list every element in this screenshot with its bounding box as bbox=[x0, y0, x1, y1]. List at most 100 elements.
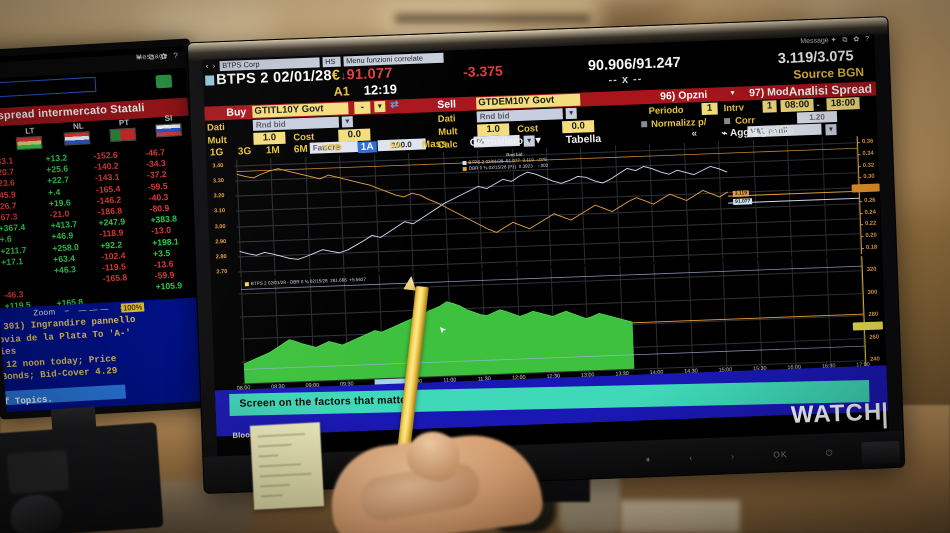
desk-papers bbox=[620, 500, 740, 533]
main-monitor: ‹ › BTPS Corp HS Menu funzioni correlate… bbox=[187, 17, 905, 493]
spread-axis-highlight-chip bbox=[852, 321, 884, 331]
opzioni-menu[interactable]: 96) Opzni bbox=[659, 88, 708, 103]
message-label[interactable]: Message bbox=[800, 37, 829, 46]
mod-menu[interactable]: 97) Mod bbox=[748, 85, 789, 100]
last-value-label-orange: 3.119 bbox=[732, 190, 750, 197]
price-change: -3.375 bbox=[462, 62, 504, 80]
right-dati-label: Dati bbox=[437, 112, 456, 124]
yield-spread: 3.119/3.075 bbox=[777, 48, 854, 68]
period-1m[interactable]: 1M bbox=[265, 144, 281, 157]
monitor-button[interactable]: OK bbox=[773, 449, 788, 460]
spread-cell: +.6 bbox=[0, 233, 13, 245]
col-header-si: SI bbox=[164, 113, 173, 123]
left-dati-dropdown-icon[interactable]: ▾ bbox=[341, 116, 354, 128]
spread-chart-pane[interactable]: 320 300 280 260 240 BTPS 2 02/01/28 - DBR 0 ⅜… bbox=[210, 255, 887, 391]
swap-icon[interactable]: ⇄ bbox=[390, 99, 399, 111]
frequency-select[interactable]: Giornaliero bbox=[469, 135, 524, 149]
collapse-chevron-icon[interactable]: « bbox=[691, 128, 698, 140]
terminal-message-area[interactable]: Message ✦ ⧉ ✿ ? bbox=[800, 35, 871, 47]
keyboard-numpad[interactable] bbox=[6, 449, 70, 495]
period-ytd[interactable]: YTD bbox=[321, 142, 343, 155]
note-line bbox=[259, 472, 312, 478]
last-price: 91.077 bbox=[346, 65, 393, 84]
security-color-chip bbox=[205, 75, 215, 86]
nav-back-forward-icon[interactable]: ‹ › bbox=[205, 61, 217, 71]
note-line bbox=[260, 494, 283, 498]
buy-dropdown-icon[interactable]: ▾ bbox=[374, 100, 386, 113]
ad-tagline: Screen on the factors that matter. bbox=[239, 393, 414, 410]
source-line: Source BGN bbox=[793, 64, 865, 82]
flag-lt-icon bbox=[15, 135, 43, 151]
period-mass[interactable]: Mass bbox=[421, 138, 447, 151]
quote-time: 12:19 bbox=[363, 81, 398, 98]
left-green-icon[interactable] bbox=[155, 74, 173, 89]
monitor-button[interactable]: ‹ bbox=[689, 452, 694, 463]
left-command-box[interactable] bbox=[0, 76, 97, 99]
time-range-dash: - bbox=[816, 98, 820, 110]
axis-highlight-chip bbox=[851, 183, 880, 193]
background-shelf bbox=[395, 14, 590, 23]
sell-label: Sell bbox=[437, 98, 457, 111]
spread-area-svg bbox=[241, 265, 865, 384]
news-highlight[interactable]: n of Topics. bbox=[0, 384, 127, 408]
normalizz-label: Normalizz p/ bbox=[650, 115, 707, 129]
note-line bbox=[257, 432, 306, 438]
news-text[interactable]: llo 301) Ingrandire pannello: Autovia de… bbox=[0, 308, 218, 386]
col-header-lt: LT bbox=[24, 126, 35, 136]
periodo-label: Periodo bbox=[648, 103, 684, 117]
price-chart-pane[interactable]: 3.40 3.30 3.20 3.10 3.00 2.90 2.80 2.70 0.36 0.34… bbox=[206, 135, 883, 279]
period-1g[interactable]: 1G bbox=[209, 147, 224, 159]
period-1a[interactable]: 1A bbox=[357, 141, 377, 153]
monitor-button[interactable]: › bbox=[731, 451, 736, 462]
bid-ask: 90.906/91.247 bbox=[587, 54, 681, 75]
note-line bbox=[258, 463, 301, 468]
corr-field[interactable]: 1.20 bbox=[796, 110, 838, 124]
legend-swatch bbox=[462, 166, 467, 171]
left-monitor: Message ✦ ⧉ ✿ ? e spread intermercato St… bbox=[0, 38, 219, 420]
periodo-field[interactable]: 1 bbox=[701, 102, 718, 116]
right-mult-label: Mult bbox=[438, 125, 458, 137]
sticky-note bbox=[249, 422, 325, 510]
corr-label: Corr bbox=[734, 114, 756, 126]
period-3g[interactable]: 3G bbox=[237, 145, 252, 158]
period-5a[interactable]: 5A bbox=[389, 140, 403, 152]
last-value-label-white: 91.077 bbox=[733, 198, 753, 205]
intrv-field[interactable]: 1 bbox=[762, 100, 777, 113]
buy-dash-field[interactable]: - bbox=[354, 101, 371, 115]
agg-grafico-button[interactable]: ⌁ Agg a grafico bbox=[721, 125, 795, 140]
col-header-pt: PT bbox=[118, 117, 130, 128]
bid-ask-sizes: -- x -- bbox=[608, 73, 643, 87]
flag-nl-icon bbox=[63, 131, 91, 146]
ticker-label: BTPS 2 02/01/28 bbox=[215, 67, 333, 89]
terminal-topbar-icons[interactable]: ✦ ⧉ ✿ ? bbox=[830, 35, 872, 45]
normalizz-checkbox[interactable] bbox=[641, 121, 648, 128]
price-series-svg bbox=[236, 147, 860, 260]
right-cost-label: Cost bbox=[517, 122, 539, 134]
left-dati-label: Dati bbox=[206, 120, 225, 133]
period-6m[interactable]: 6M bbox=[293, 143, 308, 156]
legend-header: Rnd bid bbox=[506, 151, 523, 158]
bloomberg-terminal-screen: ‹ › BTPS Corp HS Menu funzioni correlate… bbox=[202, 34, 889, 458]
right-dati-dropdown-icon[interactable]: ▾ bbox=[565, 107, 577, 120]
tabella-button[interactable]: Tabella bbox=[565, 132, 602, 147]
note-line bbox=[257, 443, 292, 448]
monitor-button[interactable]: ⏸ bbox=[645, 453, 652, 464]
monitor-hardware-buttons[interactable]: ⏸‹›OK⏻· bbox=[645, 444, 876, 467]
opzioni-dropdown-icon[interactable]: ▾ bbox=[730, 89, 735, 97]
left-mult-label: Mult bbox=[207, 133, 227, 146]
left-cost-label: Cost bbox=[293, 130, 315, 143]
market-input[interactable]: HS bbox=[321, 56, 341, 67]
corr-checkbox[interactable] bbox=[723, 118, 731, 125]
left-news-panel: Zoom − ——— + 100% llo 301) Ingrandire pa… bbox=[0, 295, 219, 420]
col-header-nl: NL bbox=[72, 121, 85, 132]
zoom-value[interactable]: 100% bbox=[120, 302, 145, 313]
flag-pt-icon bbox=[109, 127, 137, 143]
buy-label: Buy bbox=[226, 106, 247, 119]
monitor-brand-logo bbox=[861, 440, 901, 465]
monitor-button[interactable]: ⏻ bbox=[825, 446, 834, 458]
frequency-chevron-down-icon[interactable]: ▾ bbox=[535, 135, 541, 147]
note-line bbox=[258, 454, 279, 458]
legend-swatch bbox=[462, 160, 467, 165]
note-line bbox=[259, 483, 291, 488]
